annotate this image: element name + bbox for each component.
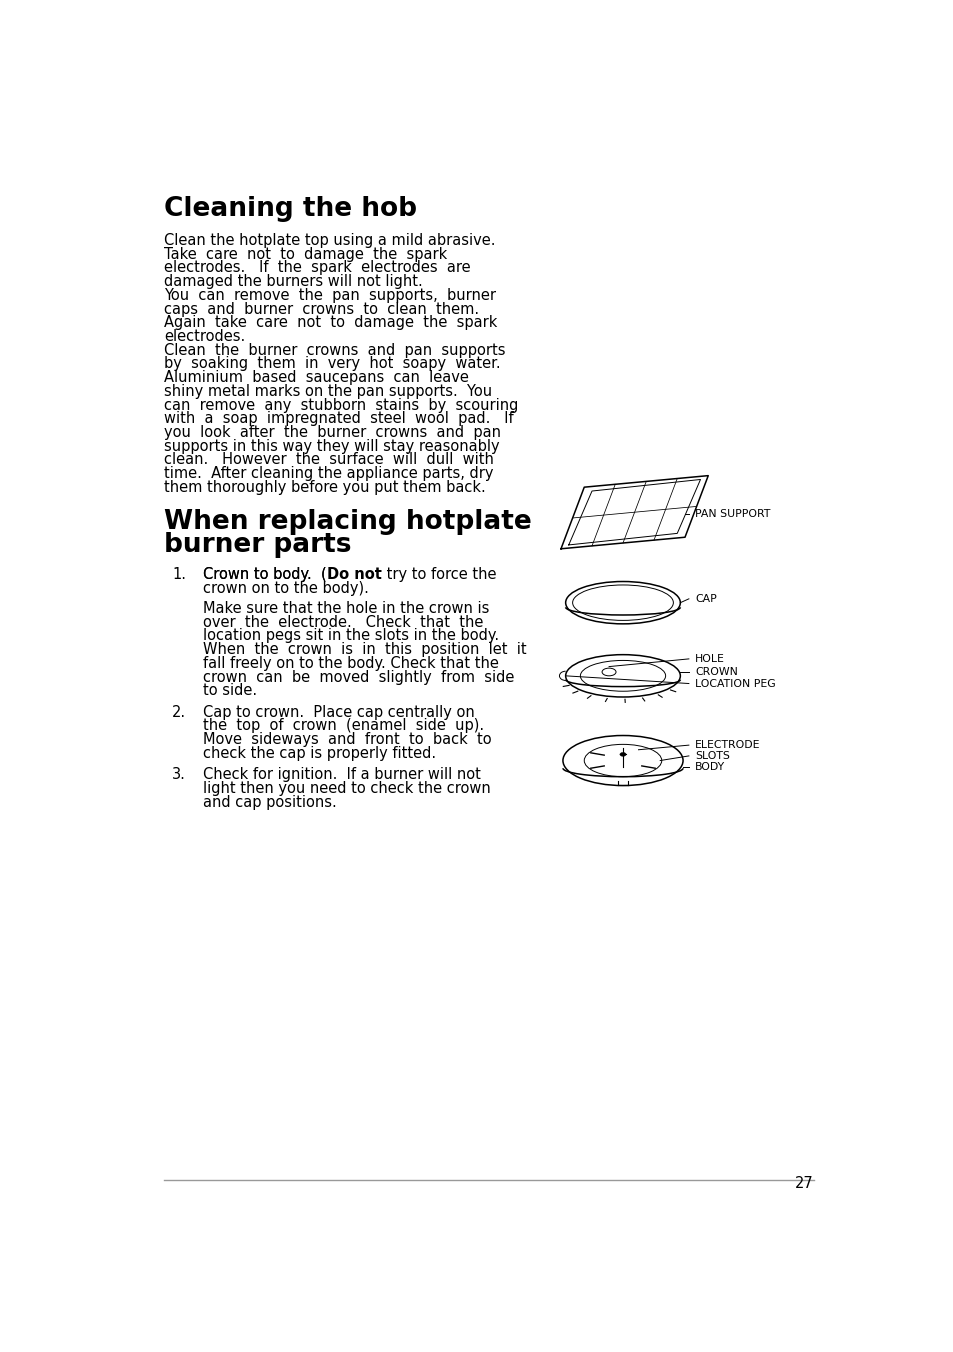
Text: damaged the burners will not light.: damaged the burners will not light.: [164, 274, 422, 289]
Text: can  remove  any  stubborn  stains  by  scouring: can remove any stubborn stains by scouri…: [164, 397, 518, 412]
Text: LOCATION PEG: LOCATION PEG: [695, 679, 775, 688]
Text: 1.: 1.: [172, 568, 186, 583]
Text: the  top  of  crown  (enamel  side  up).: the top of crown (enamel side up).: [203, 718, 483, 733]
Text: Take  care  not  to  damage  the  spark: Take care not to damage the spark: [164, 247, 447, 262]
Text: crown on to the body).: crown on to the body).: [203, 581, 369, 596]
Text: time.  After cleaning the appliance parts, dry: time. After cleaning the appliance parts…: [164, 466, 494, 481]
Text: clean.   However  the  surface  will  dull  with: clean. However the surface will dull wit…: [164, 453, 494, 468]
Text: to side.: to side.: [203, 683, 256, 698]
Text: Move  sideways  and  front  to  back  to: Move sideways and front to back to: [203, 731, 491, 748]
Text: check the cap is properly fitted.: check the cap is properly fitted.: [203, 746, 436, 761]
Text: You  can  remove  the  pan  supports,  burner: You can remove the pan supports, burner: [164, 288, 496, 303]
Text: When  the  crown  is  in  this  position  let  it: When the crown is in this position let i…: [203, 642, 526, 657]
Text: shiny metal marks on the pan supports.  You: shiny metal marks on the pan supports. Y…: [164, 384, 492, 399]
Text: Crown to body.  (: Crown to body. (: [203, 568, 326, 583]
Text: Do not: Do not: [326, 568, 381, 583]
Text: HOLE: HOLE: [695, 654, 724, 664]
Text: caps  and  burner  crowns  to  clean  them.: caps and burner crowns to clean them.: [164, 301, 478, 316]
Text: with  a  soap  impregnated  steel  wool  pad.   If: with a soap impregnated steel wool pad. …: [164, 411, 514, 426]
Text: by  soaking  them  in  very  hot  soapy  water.: by soaking them in very hot soapy water.: [164, 357, 500, 372]
Text: burner parts: burner parts: [164, 531, 352, 558]
Text: Clean the hotplate top using a mild abrasive.: Clean the hotplate top using a mild abra…: [164, 233, 496, 247]
Text: ELECTRODE: ELECTRODE: [695, 740, 760, 750]
Text: SLOTS: SLOTS: [695, 750, 729, 761]
Text: them thoroughly before you put them back.: them thoroughly before you put them back…: [164, 480, 485, 495]
Text: Check for ignition.  If a burner will not: Check for ignition. If a burner will not: [203, 767, 480, 783]
Text: supports in this way they will stay reasonably: supports in this way they will stay reas…: [164, 438, 499, 454]
Text: Aluminium  based  saucepans  can  leave: Aluminium based saucepans can leave: [164, 370, 469, 385]
Ellipse shape: [619, 753, 625, 756]
Text: Crown to body.  (: Crown to body. (: [203, 568, 326, 583]
Text: over  the  electrode.   Check  that  the: over the electrode. Check that the: [203, 615, 483, 630]
Text: When replacing hotplate: When replacing hotplate: [164, 508, 532, 535]
Text: electrodes.: electrodes.: [164, 329, 245, 343]
Text: BODY: BODY: [695, 761, 724, 772]
Text: CROWN: CROWN: [695, 667, 738, 677]
Text: and cap positions.: and cap positions.: [203, 795, 336, 810]
Text: Cap to crown.  Place cap centrally on: Cap to crown. Place cap centrally on: [203, 704, 475, 719]
Text: 2.: 2.: [172, 704, 186, 719]
Text: PAN SUPPORT: PAN SUPPORT: [695, 510, 770, 519]
Text: electrodes.   If  the  spark  electrodes  are: electrodes. If the spark electrodes are: [164, 261, 471, 276]
Text: CAP: CAP: [695, 594, 716, 604]
Text: Clean  the  burner  crowns  and  pan  supports: Clean the burner crowns and pan supports: [164, 342, 505, 358]
Text: fall freely on to the body. Check that the: fall freely on to the body. Check that t…: [203, 656, 498, 671]
Text: Again  take  care  not  to  damage  the  spark: Again take care not to damage the spark: [164, 315, 497, 330]
Text: try to force the: try to force the: [381, 568, 496, 583]
Text: light then you need to check the crown: light then you need to check the crown: [203, 781, 490, 796]
Text: 27: 27: [794, 1176, 813, 1191]
Text: location pegs sit in the slots in the body.: location pegs sit in the slots in the bo…: [203, 629, 498, 644]
Text: you  look  after  the  burner  crowns  and  pan: you look after the burner crowns and pan: [164, 425, 500, 439]
Text: crown  can  be  moved  slightly  from  side: crown can be moved slightly from side: [203, 669, 514, 684]
Text: Cleaning the hob: Cleaning the hob: [164, 196, 416, 222]
Text: 3.: 3.: [172, 767, 186, 783]
Text: Make sure that the hole in the crown is: Make sure that the hole in the crown is: [203, 602, 489, 617]
